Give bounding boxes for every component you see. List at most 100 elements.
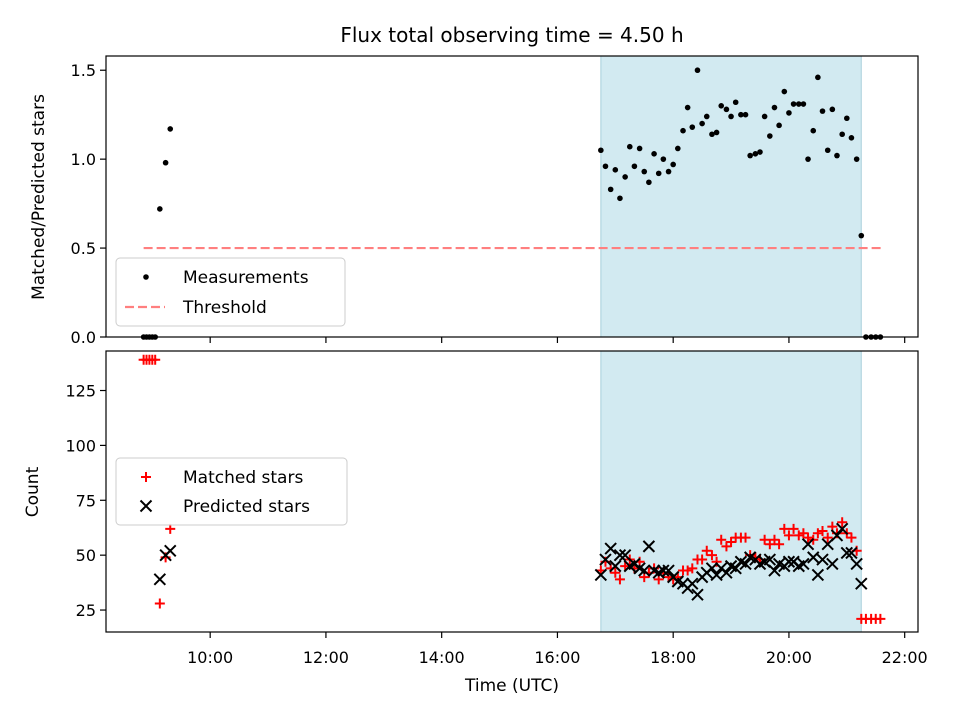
- data-point: [612, 167, 619, 173]
- data-point: [817, 526, 828, 537]
- data-point: [803, 532, 814, 543]
- data-point: [747, 152, 753, 159]
- y-tick-label: 1.5: [71, 61, 96, 80]
- y-tick-label: 125: [65, 382, 96, 401]
- series-measurements: [140, 67, 884, 340]
- data-point: [723, 106, 730, 113]
- data-point: [153, 573, 167, 586]
- data-point: [675, 145, 681, 152]
- data-point: [845, 546, 858, 560]
- y-tick-label: 25: [76, 601, 96, 620]
- bottom-y-axis-label: Count: [23, 466, 43, 517]
- data-point: [752, 151, 759, 157]
- legend-label: Measurements: [183, 268, 309, 288]
- data-point: [713, 129, 720, 136]
- data-point: [793, 530, 804, 541]
- data-point: [811, 568, 825, 582]
- data-point: [706, 550, 717, 561]
- x-tick-label: 10:00: [187, 648, 233, 667]
- data-point: [812, 528, 823, 539]
- data-point: [686, 577, 699, 590]
- data-point: [617, 195, 623, 202]
- data-point: [826, 557, 839, 571]
- series-predicted-stars: [153, 522, 868, 601]
- data-point: [594, 568, 608, 582]
- x-tick-label: 20:00: [766, 648, 812, 667]
- data-point: [699, 120, 705, 127]
- data-point: [694, 67, 701, 74]
- top-panel: 0.0 0.5 1.0 1.5 Measurements Threshold: [71, 55, 919, 347]
- data-point: [779, 523, 790, 534]
- data-point: [662, 564, 675, 577]
- y-tick-label: 0.0: [71, 328, 96, 347]
- data-point: [837, 517, 848, 528]
- data-point: [771, 104, 778, 111]
- data-point: [739, 557, 752, 571]
- axes-frame: [105, 55, 919, 338]
- data-point: [602, 163, 609, 170]
- data-point: [716, 534, 727, 545]
- x-tick-label: 12:00: [303, 648, 349, 667]
- legend: Matched stars Predicted stars: [115, 457, 348, 526]
- data-point: [638, 564, 651, 577]
- data-point: [738, 111, 744, 118]
- data-point: [691, 588, 704, 601]
- data-point: [705, 562, 719, 575]
- data-point: [819, 108, 826, 114]
- data-point: [164, 544, 177, 557]
- data-point: [797, 557, 810, 571]
- data-point: [610, 567, 621, 578]
- data-point: [759, 534, 770, 545]
- data-point: [613, 548, 627, 562]
- data-point: [839, 131, 845, 138]
- data-point: [810, 127, 817, 134]
- data-point: [781, 88, 788, 95]
- data-point: [767, 133, 773, 139]
- data-point: [703, 113, 710, 120]
- data-point: [697, 554, 708, 565]
- data-point: [800, 101, 807, 107]
- data-point: [805, 156, 811, 162]
- data-point: [646, 179, 652, 186]
- data-point: [788, 523, 799, 534]
- y-tick-label: 0.5: [71, 239, 96, 258]
- data-point: [840, 546, 854, 560]
- data-point: [783, 530, 794, 541]
- data-point: [670, 161, 676, 168]
- data-point: [162, 159, 169, 166]
- data-point: [642, 540, 656, 553]
- data-point: [689, 124, 696, 130]
- y-tick-label: 75: [76, 491, 96, 510]
- legend: Measurements Threshold: [115, 257, 346, 327]
- data-point: [684, 104, 691, 111]
- data-point: [710, 568, 723, 582]
- axes-frame: [105, 350, 919, 633]
- data-point: [742, 111, 749, 118]
- data-point: [798, 528, 809, 539]
- y-tick-label: 50: [76, 546, 96, 565]
- legend-label: Predicted stars: [183, 497, 310, 517]
- data-point: [834, 152, 840, 159]
- data-point: [660, 156, 667, 162]
- data-point: [598, 147, 604, 154]
- x-tick-label: 18:00: [650, 648, 696, 667]
- data-point: [604, 542, 617, 555]
- data-point: [631, 163, 638, 170]
- data-point: [835, 522, 849, 536]
- data-point: [682, 565, 693, 576]
- legend-box: [115, 457, 348, 526]
- chart-title: Flux total observing time = 4.50 h: [340, 23, 683, 47]
- data-point: [763, 553, 777, 566]
- data-point: [665, 168, 672, 175]
- legend-marker: [141, 472, 151, 482]
- data-point: [157, 206, 163, 212]
- data-point: [848, 135, 855, 141]
- x-tick-label: 16:00: [534, 648, 580, 667]
- legend-marker: [139, 499, 153, 513]
- data-point: [718, 102, 725, 109]
- data-point: [757, 149, 763, 155]
- data-point: [807, 551, 820, 564]
- data-point: [855, 577, 868, 590]
- data-point: [768, 564, 781, 577]
- legend-box: [115, 257, 346, 327]
